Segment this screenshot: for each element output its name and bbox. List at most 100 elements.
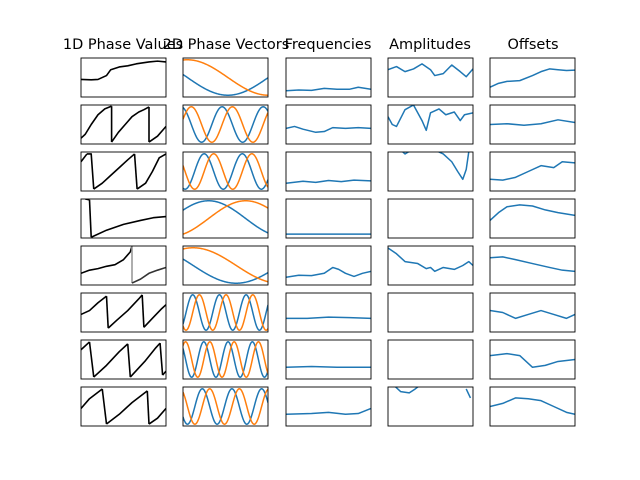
title-amplitudes: Amplitudes — [389, 37, 471, 53]
phase-panel-row-6 — [80, 292, 167, 333]
plot-area — [81, 388, 166, 425]
phase-line — [159, 343, 164, 376]
phase-line — [86, 153, 95, 190]
phase-line — [101, 388, 108, 425]
axes-frame — [182, 339, 269, 380]
plot-area — [183, 59, 268, 96]
offsets-panel-row-8 — [489, 386, 576, 427]
phase-panel-row-5 — [80, 245, 167, 286]
column-titles: 1D Phase Values 2D Phase Vectors Frequen… — [63, 37, 559, 53]
axes-frame — [285, 386, 372, 427]
frequencies-line — [286, 179, 371, 184]
phase-line — [146, 390, 150, 425]
offsets-line — [490, 161, 575, 181]
phase-panel-row-4 — [80, 198, 167, 239]
phase-line — [141, 294, 145, 328]
frequencies-panel-row-3 — [285, 151, 372, 192]
panel-grid — [80, 57, 576, 427]
offsets-line — [490, 397, 575, 416]
axes-frame — [182, 386, 269, 427]
amplitudes-panel-row-3 — [387, 151, 474, 192]
plot-area — [286, 266, 371, 278]
phase-line — [88, 199, 92, 238]
amplitudes-line — [394, 387, 419, 394]
plot-area — [183, 153, 268, 190]
amplitudes-panel-row-7 — [387, 339, 474, 380]
vector-sin-line — [183, 247, 268, 283]
amplitudes-panel-row-4 — [387, 198, 474, 239]
vector-cos-line — [183, 341, 268, 378]
phase-line — [81, 153, 88, 163]
phase-line — [88, 341, 95, 378]
title-frequencies: Frequencies — [285, 37, 372, 53]
plot-area — [81, 60, 166, 81]
frequencies-panel-row-5 — [285, 245, 372, 286]
plot-area — [81, 341, 166, 378]
offsets-line — [490, 119, 575, 127]
phase-panel-row-1 — [80, 57, 167, 98]
plot-area — [490, 68, 575, 88]
phase-panel-row-3 — [80, 151, 167, 192]
axes-frame — [489, 245, 576, 286]
amplitudes-line — [401, 152, 470, 181]
vector-cos-line — [183, 153, 268, 190]
axes-frame — [387, 339, 474, 380]
plot-area — [81, 294, 166, 329]
axes-frame — [489, 386, 576, 427]
plot-area — [286, 407, 371, 416]
plot-area — [388, 247, 473, 273]
vectors-panel-row-7 — [182, 339, 269, 380]
phase-line — [81, 295, 107, 316]
amplitudes-panel-row-5 — [387, 245, 474, 286]
plot-area — [81, 246, 166, 284]
plot-area — [183, 388, 268, 425]
phase-line — [81, 60, 166, 81]
plot-area — [286, 365, 371, 369]
axes-frame — [182, 292, 269, 333]
phase-panel-row-8 — [80, 386, 167, 427]
vector-cos-line — [183, 200, 268, 234]
offsets-panel-row-1 — [489, 57, 576, 98]
axes-frame — [489, 339, 576, 380]
phase-line — [110, 106, 150, 143]
axes-frame — [489, 292, 576, 333]
frequencies-line — [286, 407, 371, 416]
vector-sin-line — [183, 200, 268, 235]
amplitudes-line — [465, 388, 472, 399]
axes-frame — [80, 57, 167, 98]
vectors-panel-row-6 — [182, 292, 269, 333]
frequencies-line — [286, 266, 371, 278]
offsets-panel-row-6 — [489, 292, 576, 333]
phase-line — [129, 342, 161, 378]
plot-area — [388, 63, 473, 78]
frequencies-panel-row-6 — [285, 292, 372, 333]
axes-frame — [80, 245, 167, 286]
vector-sin-line — [183, 59, 268, 96]
axes-frame — [489, 198, 576, 239]
vector-sin-line — [183, 106, 268, 143]
amplitudes-panel-row-8 — [387, 386, 474, 427]
offsets-line — [490, 309, 575, 320]
phase-panel-row-2 — [80, 104, 167, 145]
plot-area — [286, 316, 371, 320]
axes-frame — [285, 198, 372, 239]
frequencies-line — [286, 365, 371, 369]
plot-area — [81, 105, 166, 143]
axes-frame — [182, 151, 269, 192]
plot-area — [286, 179, 371, 184]
offsets-panel-row-3 — [489, 151, 576, 192]
phase-line — [93, 343, 129, 378]
title-offsets: Offsets — [507, 37, 558, 53]
offsets-line — [490, 256, 575, 273]
axes-frame — [80, 151, 167, 192]
frequencies-line — [286, 86, 371, 92]
offsets-panel-row-7 — [489, 339, 576, 380]
axes-frame — [285, 57, 372, 98]
phase-line — [107, 294, 143, 329]
plot-area — [490, 161, 575, 181]
amplitudes-line — [388, 63, 473, 78]
plot-area — [401, 152, 470, 181]
frequencies-panel-row-1 — [285, 57, 372, 98]
phase-line — [81, 105, 112, 139]
offsets-line — [490, 68, 575, 88]
